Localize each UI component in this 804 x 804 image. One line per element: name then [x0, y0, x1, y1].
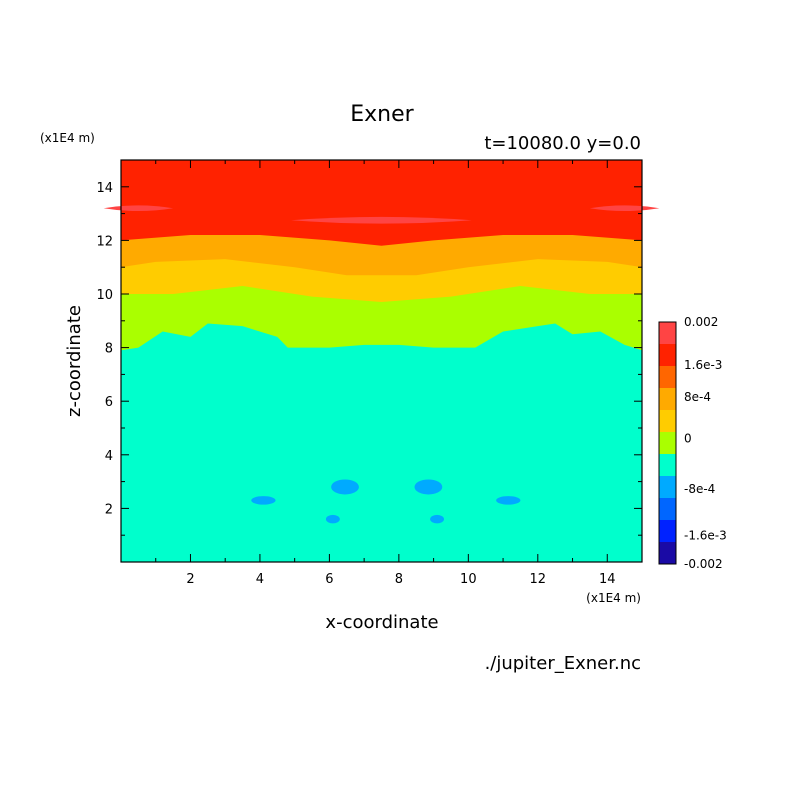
colorbar-swatch [659, 366, 676, 388]
y-tick-label: 2 [105, 502, 113, 517]
low-value-patch [430, 514, 445, 524]
colorbar-label: 0 [684, 432, 692, 446]
y-axis-ticks: 2 4 6 8 10 12 14 [96, 181, 642, 536]
low-value-patch [331, 479, 359, 495]
y-unit-label: (x1E4 m) [40, 131, 95, 145]
chart-subtitle: t=10080.0 y=0.0 [484, 133, 641, 154]
colorbar-swatch [659, 432, 676, 454]
colorbar-frame [658, 321, 677, 565]
high-value-patch [291, 216, 472, 224]
colorbar [658, 321, 677, 565]
contour-fills [103, 160, 660, 562]
colorbar-label: 1.6e-3 [684, 358, 722, 372]
x-axis-ticks: 2 4 6 8 10 12 14 [155, 160, 616, 587]
colorbar-swatch [659, 520, 676, 542]
x-tick-label: 14 [599, 572, 616, 587]
colorbar-swatch [659, 322, 676, 344]
colorbar-labels: 0.002 1.6e-3 8e-4 0 -8e-4 -1.6e-3 -0.002 [684, 315, 727, 571]
x-unit-label: (x1E4 m) [586, 591, 641, 605]
x-tick-label: 4 [256, 572, 264, 587]
colorbar-label: -0.002 [684, 557, 723, 571]
colorbar-label: 0.002 [684, 315, 718, 329]
y-tick-label: 10 [96, 288, 113, 303]
y-tick-label: 12 [96, 234, 113, 249]
colorbar-label: -8e-4 [684, 482, 715, 496]
low-value-patch [414, 479, 443, 495]
y-tick-label: 4 [105, 449, 113, 464]
x-tick-label: 6 [325, 572, 333, 587]
colorbar-swatch [659, 454, 676, 476]
y-tick-label: 8 [105, 342, 113, 357]
colorbar-swatch [659, 476, 676, 498]
contour-fill-red [121, 160, 642, 246]
colorbar-label: 8e-4 [684, 390, 711, 404]
x-tick-label: 8 [395, 572, 403, 587]
y-tick-label: 6 [105, 395, 113, 410]
plot-frame [120, 159, 643, 563]
colorbar-swatch [659, 410, 676, 432]
colorbar-swatch [659, 388, 676, 410]
chart-title: Exner [350, 102, 414, 127]
source-filename: ./jupiter_Exner.nc [485, 653, 641, 674]
x-tick-label: 12 [530, 572, 547, 587]
x-axis-label: x-coordinate [325, 612, 438, 633]
colorbar-swatch [659, 498, 676, 520]
colorbar-swatch [659, 344, 676, 366]
low-value-patch [251, 496, 276, 505]
y-axis-label: z-coordinate [64, 305, 85, 417]
low-value-patch [496, 496, 521, 505]
x-tick-label: 10 [460, 572, 477, 587]
low-value-patch [325, 514, 340, 524]
colorbar-swatch [659, 542, 676, 564]
y-tick-label: 14 [96, 181, 113, 196]
colorbar-label: -1.6e-3 [684, 528, 727, 542]
x-tick-label: 2 [186, 572, 194, 587]
